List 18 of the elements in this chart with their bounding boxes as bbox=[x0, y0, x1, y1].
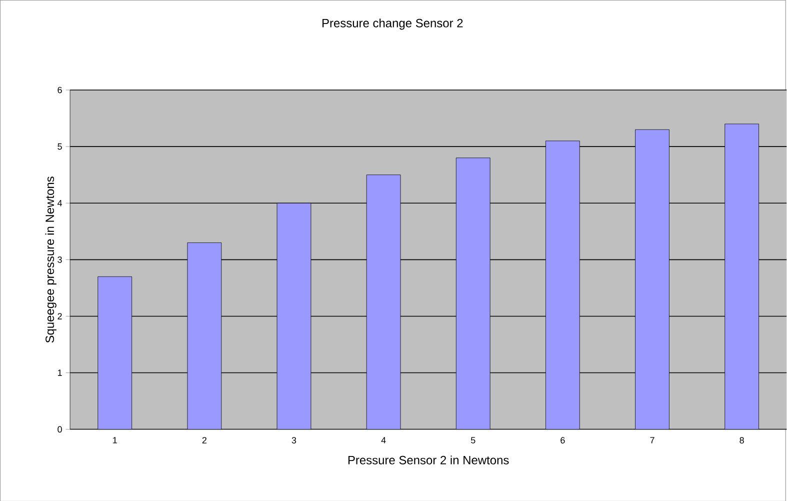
x-tick-label: 2 bbox=[202, 436, 206, 444]
y-tick-label: 6 bbox=[58, 86, 62, 94]
x-axis-title: Pressure Sensor 2 in Newtons bbox=[348, 455, 509, 464]
y-tick-label: 3 bbox=[58, 256, 62, 263]
x-tick-label: 1 bbox=[113, 436, 117, 444]
y-tick-label: 0 bbox=[58, 426, 62, 432]
x-tick-label: 6 bbox=[560, 436, 565, 444]
y-tick-label: 5 bbox=[58, 143, 62, 150]
chart-title: Pressure change Sensor 2 bbox=[322, 18, 463, 30]
y-tick-label: 1 bbox=[58, 369, 62, 376]
y-tick-label: 4 bbox=[57, 200, 62, 206]
x-tick-label: 8 bbox=[740, 436, 744, 444]
x-tick-label: 3 bbox=[292, 436, 296, 444]
y-axis-title: Squeegee pressure in Newtons bbox=[45, 176, 56, 342]
x-tick-label: 4 bbox=[381, 436, 386, 444]
x-tick-label: 7 bbox=[650, 436, 654, 444]
y-tick-label: 2 bbox=[58, 312, 62, 320]
x-tick-label: 5 bbox=[470, 436, 476, 444]
